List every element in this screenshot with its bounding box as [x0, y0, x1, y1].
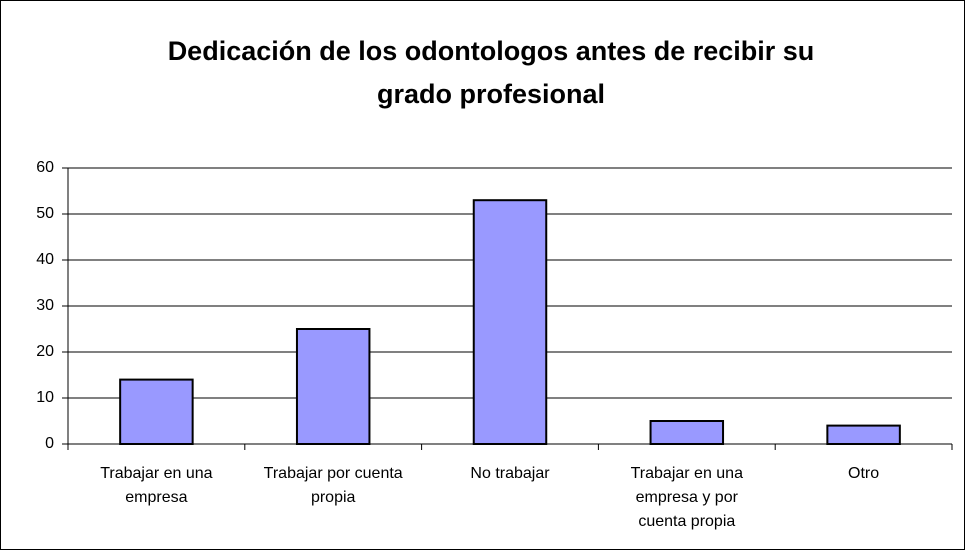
x-tick-label: Trabajar en una empresa: [100, 465, 213, 506]
y-tick-label: 50: [36, 205, 54, 222]
y-tick-label: 30: [36, 297, 54, 314]
chart-title: Dedicación de los odontologos antes de r…: [167, 36, 815, 109]
x-tick-label: No trabajar: [470, 465, 550, 482]
x-tick-label: Trabajar en una empresa y por cuenta pro…: [630, 465, 743, 530]
bar: [295, 328, 371, 445]
bar: [472, 199, 548, 445]
y-tick-label: 0: [45, 435, 54, 452]
y-tick-label: 10: [36, 389, 54, 406]
y-tick-label: 20: [36, 343, 54, 360]
x-tick-label: Otro: [848, 465, 880, 482]
bar: [119, 378, 194, 446]
y-tick-label: 60: [36, 159, 54, 176]
x-tick-label: Trabajar por cuenta propia: [263, 465, 403, 506]
bar: [649, 420, 725, 445]
bar: [826, 424, 901, 446]
y-tick-label: 40: [36, 251, 54, 268]
